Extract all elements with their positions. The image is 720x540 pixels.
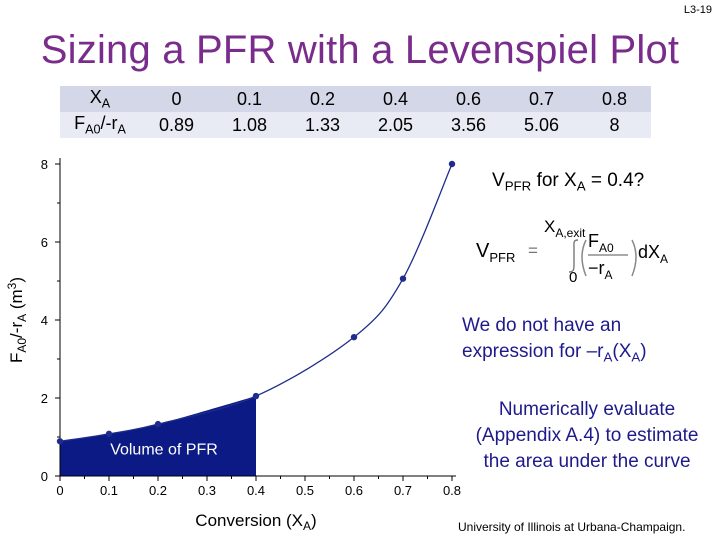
data-point-2	[154, 420, 162, 428]
equation-lower-limit: 0	[569, 269, 577, 285]
x-tick-label-2: 0.2	[149, 483, 167, 498]
shaded-region-label: Volume of PFR	[110, 442, 218, 459]
slide-title: Sizing a PFR with a Levenspiel Plot	[40, 28, 680, 72]
row-label-fa0-ra: FA0/-rA	[60, 112, 140, 138]
cell-fa0-3: 2.05	[359, 112, 432, 138]
y-tick-label-0: 0	[41, 469, 48, 484]
x-axis-label: Conversion (XA)	[195, 511, 316, 533]
x-tick-label-3: 0.3	[198, 483, 216, 498]
y-tick-label-3: 6	[41, 235, 48, 250]
left-paren	[581, 239, 587, 277]
x-tick-label-4: 0.4	[247, 483, 265, 498]
question-text: VPFR for XA = 0.4?	[492, 170, 645, 194]
x-tick-label-6: 0.6	[345, 483, 363, 498]
cell-fa0-0: 0.89	[140, 112, 213, 138]
table-row-xa: XA 0 0.1 0.2 0.4 0.6 0.7 0.8	[60, 86, 651, 112]
y-tick-label-2: 4	[41, 313, 48, 328]
equation-denominator: −rA	[588, 258, 613, 282]
curve-line	[59, 163, 453, 442]
x-tick-label-8: 0.8	[443, 483, 461, 498]
data-point-3	[252, 392, 260, 400]
no-expression-note: We do not have an expression for –rA(XA)	[462, 315, 647, 365]
cell-xa-5: 0.7	[505, 86, 578, 112]
right-paren	[631, 239, 637, 277]
footer-label: University of Illinois at Urbana-Champai…	[458, 520, 686, 534]
cell-fa0-5: 5.06	[505, 112, 578, 138]
numerical-evaluation-note: Numerically evaluate (Appendix A.4) to e…	[475, 399, 699, 472]
y-tick-label-4: 8	[41, 157, 48, 172]
y-axis-label: FA0/-rA (m3)	[5, 277, 29, 363]
cell-xa-4: 0.6	[432, 86, 505, 112]
x-tick-label-7: 0.7	[394, 483, 412, 498]
data-point-5	[399, 275, 407, 282]
cell-xa-0: 0	[140, 86, 213, 112]
cell-xa-1: 0.1	[213, 86, 286, 112]
footer-text: University of Illinois at Urbana-Champai…	[458, 520, 720, 534]
x-tick-label-1: 0.1	[100, 483, 118, 498]
row-label-xa: XA	[60, 86, 140, 112]
data-point-0	[56, 438, 64, 445]
pfr-volume-area	[60, 396, 256, 476]
cell-xa-3: 0.4	[359, 86, 432, 112]
equation-differential: dXA	[638, 242, 668, 266]
equation-equals: =	[528, 241, 538, 260]
data-point-4	[350, 333, 358, 341]
cell-fa0-1: 1.08	[213, 112, 286, 138]
data-point-1	[105, 430, 113, 438]
levenspiel-plot: 0 0.1 0.2 0.3 0.4 0.5 0.6 0.7 0.8 0 2 4 6 8 Volume of …	[5, 157, 461, 533]
cell-xa-6: 0.8	[578, 86, 651, 112]
cell-xa-2: 0.2	[286, 86, 359, 112]
equation-lhs: VPFR	[476, 240, 515, 265]
pfr-design-equation: VPFR = XA,exit 0 FA0 −rA dXA	[476, 217, 668, 285]
x-tick-label-5: 0.5	[296, 483, 314, 498]
integral-sign	[568, 239, 579, 273]
data-point-6	[448, 160, 456, 168]
slide-number: L3-19	[683, 4, 712, 16]
equation-upper-limit: XA,exit	[544, 217, 586, 240]
cell-fa0-2: 1.33	[286, 112, 359, 138]
table-row-fa0-ra: FA0/-rA 0.89 1.08 1.33 2.05 3.56 5.06 8	[60, 112, 651, 138]
equation-numerator: FA0	[588, 231, 614, 255]
x-tick-label-0: 0	[56, 483, 63, 498]
y-tick-label-1: 2	[41, 391, 48, 406]
cell-fa0-6: 8	[578, 112, 651, 138]
data-table: XA 0 0.1 0.2 0.4 0.6 0.7 0.8 FA0/-rA 0.8…	[60, 86, 651, 138]
cell-fa0-4: 3.56	[432, 112, 505, 138]
